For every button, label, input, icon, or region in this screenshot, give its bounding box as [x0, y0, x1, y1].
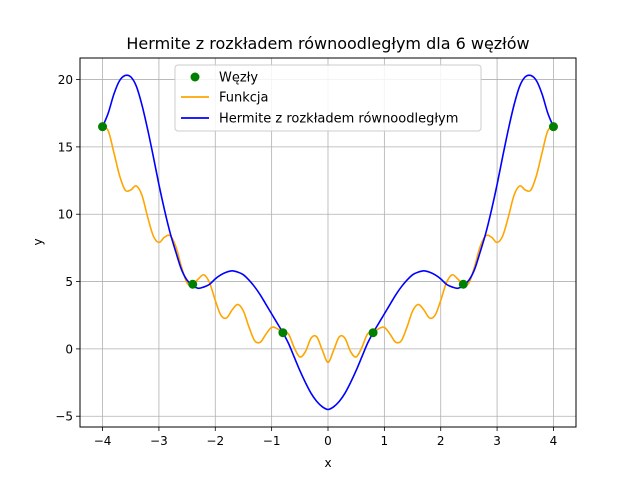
y-tick-label: −5 [55, 410, 73, 424]
legend: Węzły Funkcja Hermite z rozkładem równoo… [174, 64, 482, 132]
legend-hermite-label: Hermite z rozkładem równoodległym [219, 112, 458, 127]
y-axis-ticks: −5 0 5 10 15 20 [55, 73, 80, 424]
series-line-hermite [101, 74, 555, 411]
x-tick-label: 1 [381, 434, 389, 448]
x-tick-label: −1 [263, 434, 281, 448]
plot-area [98, 74, 558, 411]
y-tick-label: 10 [58, 208, 73, 222]
chart-title: Hermite z rozkładem równoodległym dla 6 … [126, 34, 529, 53]
node-point [458, 279, 468, 289]
x-tick-label: 2 [437, 434, 445, 448]
y-tick-label: 5 [65, 275, 73, 289]
x-axis-label: x [324, 456, 331, 470]
y-axis-label: y [31, 238, 45, 245]
legend-nodes-marker [190, 72, 200, 82]
y-tick-label: 20 [58, 73, 73, 87]
legend-function-label: Funkcja [219, 91, 269, 106]
y-tick-label: 15 [58, 140, 73, 154]
legend-nodes-label: Węzły [219, 71, 258, 86]
node-point [278, 328, 288, 338]
x-tick-label: −3 [150, 434, 168, 448]
node-point [368, 328, 378, 338]
x-tick-label: 3 [493, 434, 501, 448]
x-tick-label: 0 [324, 434, 332, 448]
series-line-funkcja [102, 125, 554, 364]
node-point [548, 122, 558, 132]
y-tick-label: 0 [65, 342, 73, 356]
series-layer [98, 74, 558, 411]
legend-box [174, 64, 482, 132]
node-point [188, 279, 198, 289]
x-tick-label: −2 [206, 434, 224, 448]
x-axis-ticks: −4 −3 −2 −1 0 1 2 3 4 [94, 427, 558, 448]
node-point [98, 122, 108, 132]
x-tick-label: 4 [550, 434, 558, 448]
x-tick-label: −4 [94, 434, 112, 448]
